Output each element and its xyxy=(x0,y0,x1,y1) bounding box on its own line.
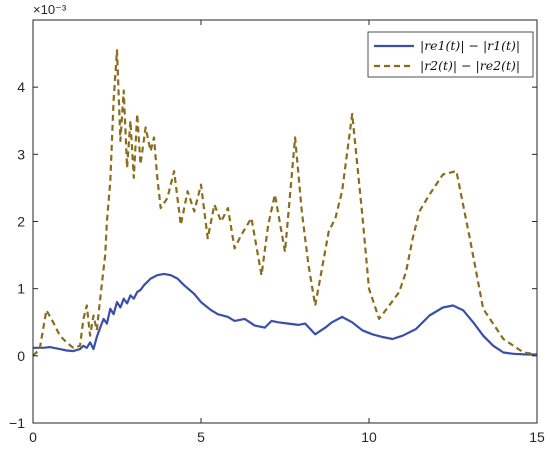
y-tick-label-2: 2 xyxy=(17,214,25,230)
plot-background xyxy=(33,20,537,423)
x-tick-label-10: 10 xyxy=(361,429,377,445)
x-tick-label-15: 15 xyxy=(529,429,545,445)
y-tick-label-4: 4 xyxy=(17,79,25,95)
y-tick-label--1: −1 xyxy=(9,415,25,431)
y-exponent-label: ×10⁻³ xyxy=(33,2,67,17)
series-line-2 xyxy=(33,49,537,357)
y-tick-label-3: 3 xyxy=(17,146,25,162)
y-tick-label-0: 0 xyxy=(17,348,25,364)
legend-label-series-2: |r2(t)| − |re2(t)| xyxy=(420,58,520,73)
y-tick-label-1: 1 xyxy=(17,281,25,297)
legend-label-series-1: |re1(t)| − |r1(t)| xyxy=(420,38,520,53)
legend: |re1(t)| − |r1(t)| |r2(t)| − |re2(t)| xyxy=(367,31,534,78)
x-tick-label-5: 5 xyxy=(197,429,205,445)
x-tick-label-0: 0 xyxy=(29,429,37,445)
legend-box xyxy=(367,31,534,78)
series-line-1 xyxy=(33,272,537,356)
